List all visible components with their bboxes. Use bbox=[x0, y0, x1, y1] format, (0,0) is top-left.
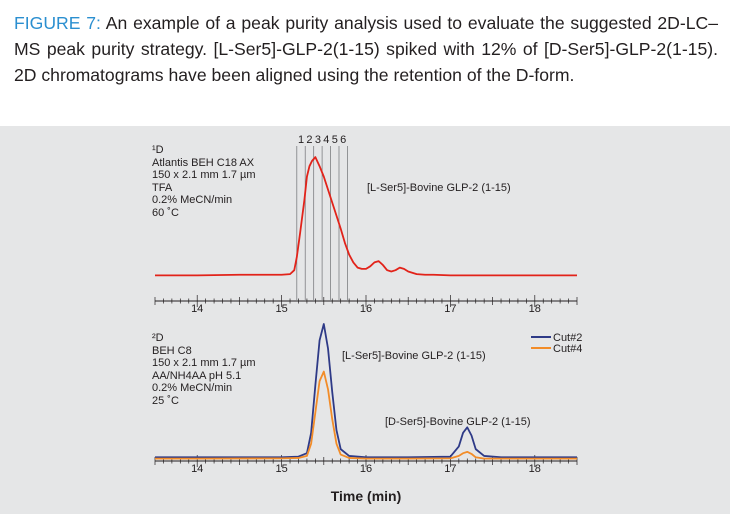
x-axis-title: Time (min) bbox=[331, 488, 402, 504]
cut-number: 5 bbox=[332, 134, 338, 146]
panel2-condition: 25 ˚C bbox=[152, 395, 256, 408]
x-tick-label: 15 bbox=[275, 463, 287, 475]
panel2-peak-label-d: [D-Ser5]-Bovine GLP-2 (1-15) bbox=[385, 416, 531, 428]
chromatogram-chart: 14 15 16 17 181 2 3 4 5 614 15 16 17 18Cut#2Cut#4[L-S… bbox=[0, 126, 730, 514]
panel2-condition: 0.2% MeCN/min bbox=[152, 382, 256, 395]
cut-number: 3 bbox=[315, 134, 321, 146]
panel2-condition: 150 x 2.1 mm 1.7 µm bbox=[152, 357, 256, 370]
cut-number: 1 bbox=[298, 134, 304, 146]
panel1-condition: Atlantis BEH C18 AX bbox=[152, 157, 256, 170]
cut-number: 2 bbox=[306, 134, 312, 146]
panel2-dim-label: ²D bbox=[152, 332, 256, 345]
figure-label: FIGURE 7: bbox=[14, 13, 101, 33]
panel2-condition: AA/NH4AA pH 5.1 bbox=[152, 370, 256, 383]
x-tick-label: 14 bbox=[191, 463, 203, 475]
x-tick-label: 15 bbox=[275, 303, 287, 315]
x-tick-label: 16 bbox=[360, 463, 372, 475]
figure-caption: FIGURE 7: An example of a peak purity an… bbox=[14, 10, 718, 88]
x-tick-label: 18 bbox=[529, 463, 541, 475]
panel1-condition: TFA bbox=[152, 182, 256, 195]
cut-number: 4 bbox=[323, 134, 329, 146]
panel1-condition: 150 x 2.1 mm 1.7 µm bbox=[152, 169, 256, 182]
figure-caption-text: An example of a peak purity analysis use… bbox=[14, 13, 718, 85]
cut-number: 6 bbox=[340, 134, 346, 146]
panel1-condition: 0.2% MeCN/min bbox=[152, 194, 256, 207]
panel1-conditions: ¹D Atlantis BEH C18 AX 150 x 2.1 mm 1.7 … bbox=[152, 144, 256, 220]
chart-panel: 14 15 16 17 18 1 2 3 4 5 6 14 15 16 17 18 Cut#2 Cut#4 [L-S… bbox=[0, 126, 730, 514]
x-tick-label: 16 bbox=[360, 303, 372, 315]
panel2-conditions: ²D BEH C8 150 x 2.1 mm 1.7 µm AA/NH4AA p… bbox=[152, 332, 256, 408]
x-tick-label: 18 bbox=[529, 303, 541, 315]
x-tick-label: 17 bbox=[444, 463, 456, 475]
x-tick-label: 14 bbox=[191, 303, 203, 315]
panel1-dim-label: ¹D bbox=[152, 144, 256, 157]
panel2-condition: BEH C8 bbox=[152, 345, 256, 358]
panel2-peak-label-l: [L-Ser5]-Bovine GLP-2 (1-15) bbox=[342, 350, 486, 362]
panel1-condition: 60 ˚C bbox=[152, 207, 256, 220]
x-tick-label: 17 bbox=[444, 303, 456, 315]
panel1-peak-label: [L-Ser5]-Bovine GLP-2 (1-15) bbox=[367, 182, 511, 194]
legend-label: Cut#4 bbox=[553, 343, 582, 355]
